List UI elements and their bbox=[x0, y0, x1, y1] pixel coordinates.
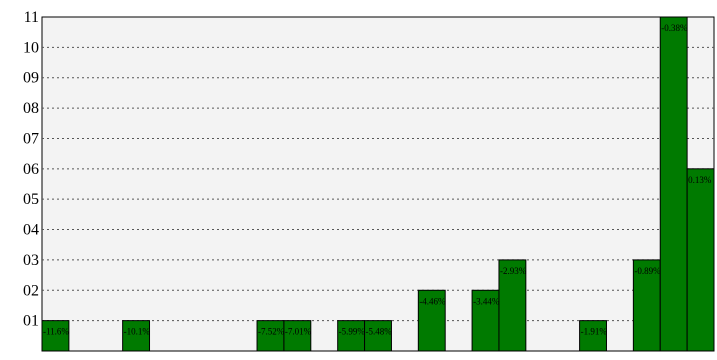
bar bbox=[471, 289, 500, 352]
bar-label: -7.01% bbox=[285, 327, 312, 337]
bar bbox=[122, 320, 151, 352]
y-tick-label: 04 bbox=[23, 222, 39, 239]
y-tick-label: 08 bbox=[23, 100, 39, 117]
bar bbox=[686, 168, 715, 352]
bar bbox=[337, 320, 366, 352]
bar bbox=[659, 16, 688, 352]
bar bbox=[417, 289, 446, 352]
bar bbox=[579, 320, 607, 352]
bar-label: -3.44% bbox=[473, 296, 500, 306]
y-tick-label: 03 bbox=[23, 252, 39, 269]
bar-label: -4.46% bbox=[419, 296, 446, 306]
bar bbox=[498, 259, 527, 352]
y-axis-ticks: 01 02 03 04 05 06 07 08 09 10 11 bbox=[23, 9, 39, 330]
bar-label: -10.1% bbox=[124, 327, 151, 337]
bar bbox=[632, 259, 661, 352]
bar-label: -1.91% bbox=[581, 327, 608, 337]
gridlines bbox=[42, 46, 714, 322]
bar-label: 0.13% bbox=[688, 175, 712, 185]
y-tick-label: 07 bbox=[23, 130, 39, 147]
y-tick-label: 02 bbox=[23, 282, 39, 299]
bar bbox=[283, 320, 312, 352]
y-tick-label: 09 bbox=[23, 70, 39, 87]
bar-label: -0.89% bbox=[634, 266, 661, 276]
bar-label: -0.38% bbox=[661, 23, 688, 33]
bar-label: -5.48% bbox=[366, 327, 393, 337]
bar bbox=[256, 320, 285, 352]
y-tick-label: 11 bbox=[24, 9, 39, 26]
bar bbox=[364, 320, 392, 352]
plot-area bbox=[41, 16, 715, 352]
bar-label: -5.99% bbox=[339, 327, 366, 337]
y-tick-label: 01 bbox=[23, 313, 39, 330]
bar-labels: -11.6% -10.1% -7.52% -7.01% -5.99% -5.48% -4.4… bbox=[43, 23, 712, 337]
bar-label: -2.93% bbox=[500, 266, 527, 276]
bars bbox=[41, 16, 715, 352]
bar-label: -7.52% bbox=[258, 327, 285, 337]
bar-label: -11.6% bbox=[43, 327, 69, 337]
y-tick-label: 05 bbox=[23, 191, 39, 208]
bar bbox=[41, 320, 70, 352]
y-tick-label: 10 bbox=[23, 39, 39, 56]
y-tick-label: 06 bbox=[23, 161, 39, 178]
